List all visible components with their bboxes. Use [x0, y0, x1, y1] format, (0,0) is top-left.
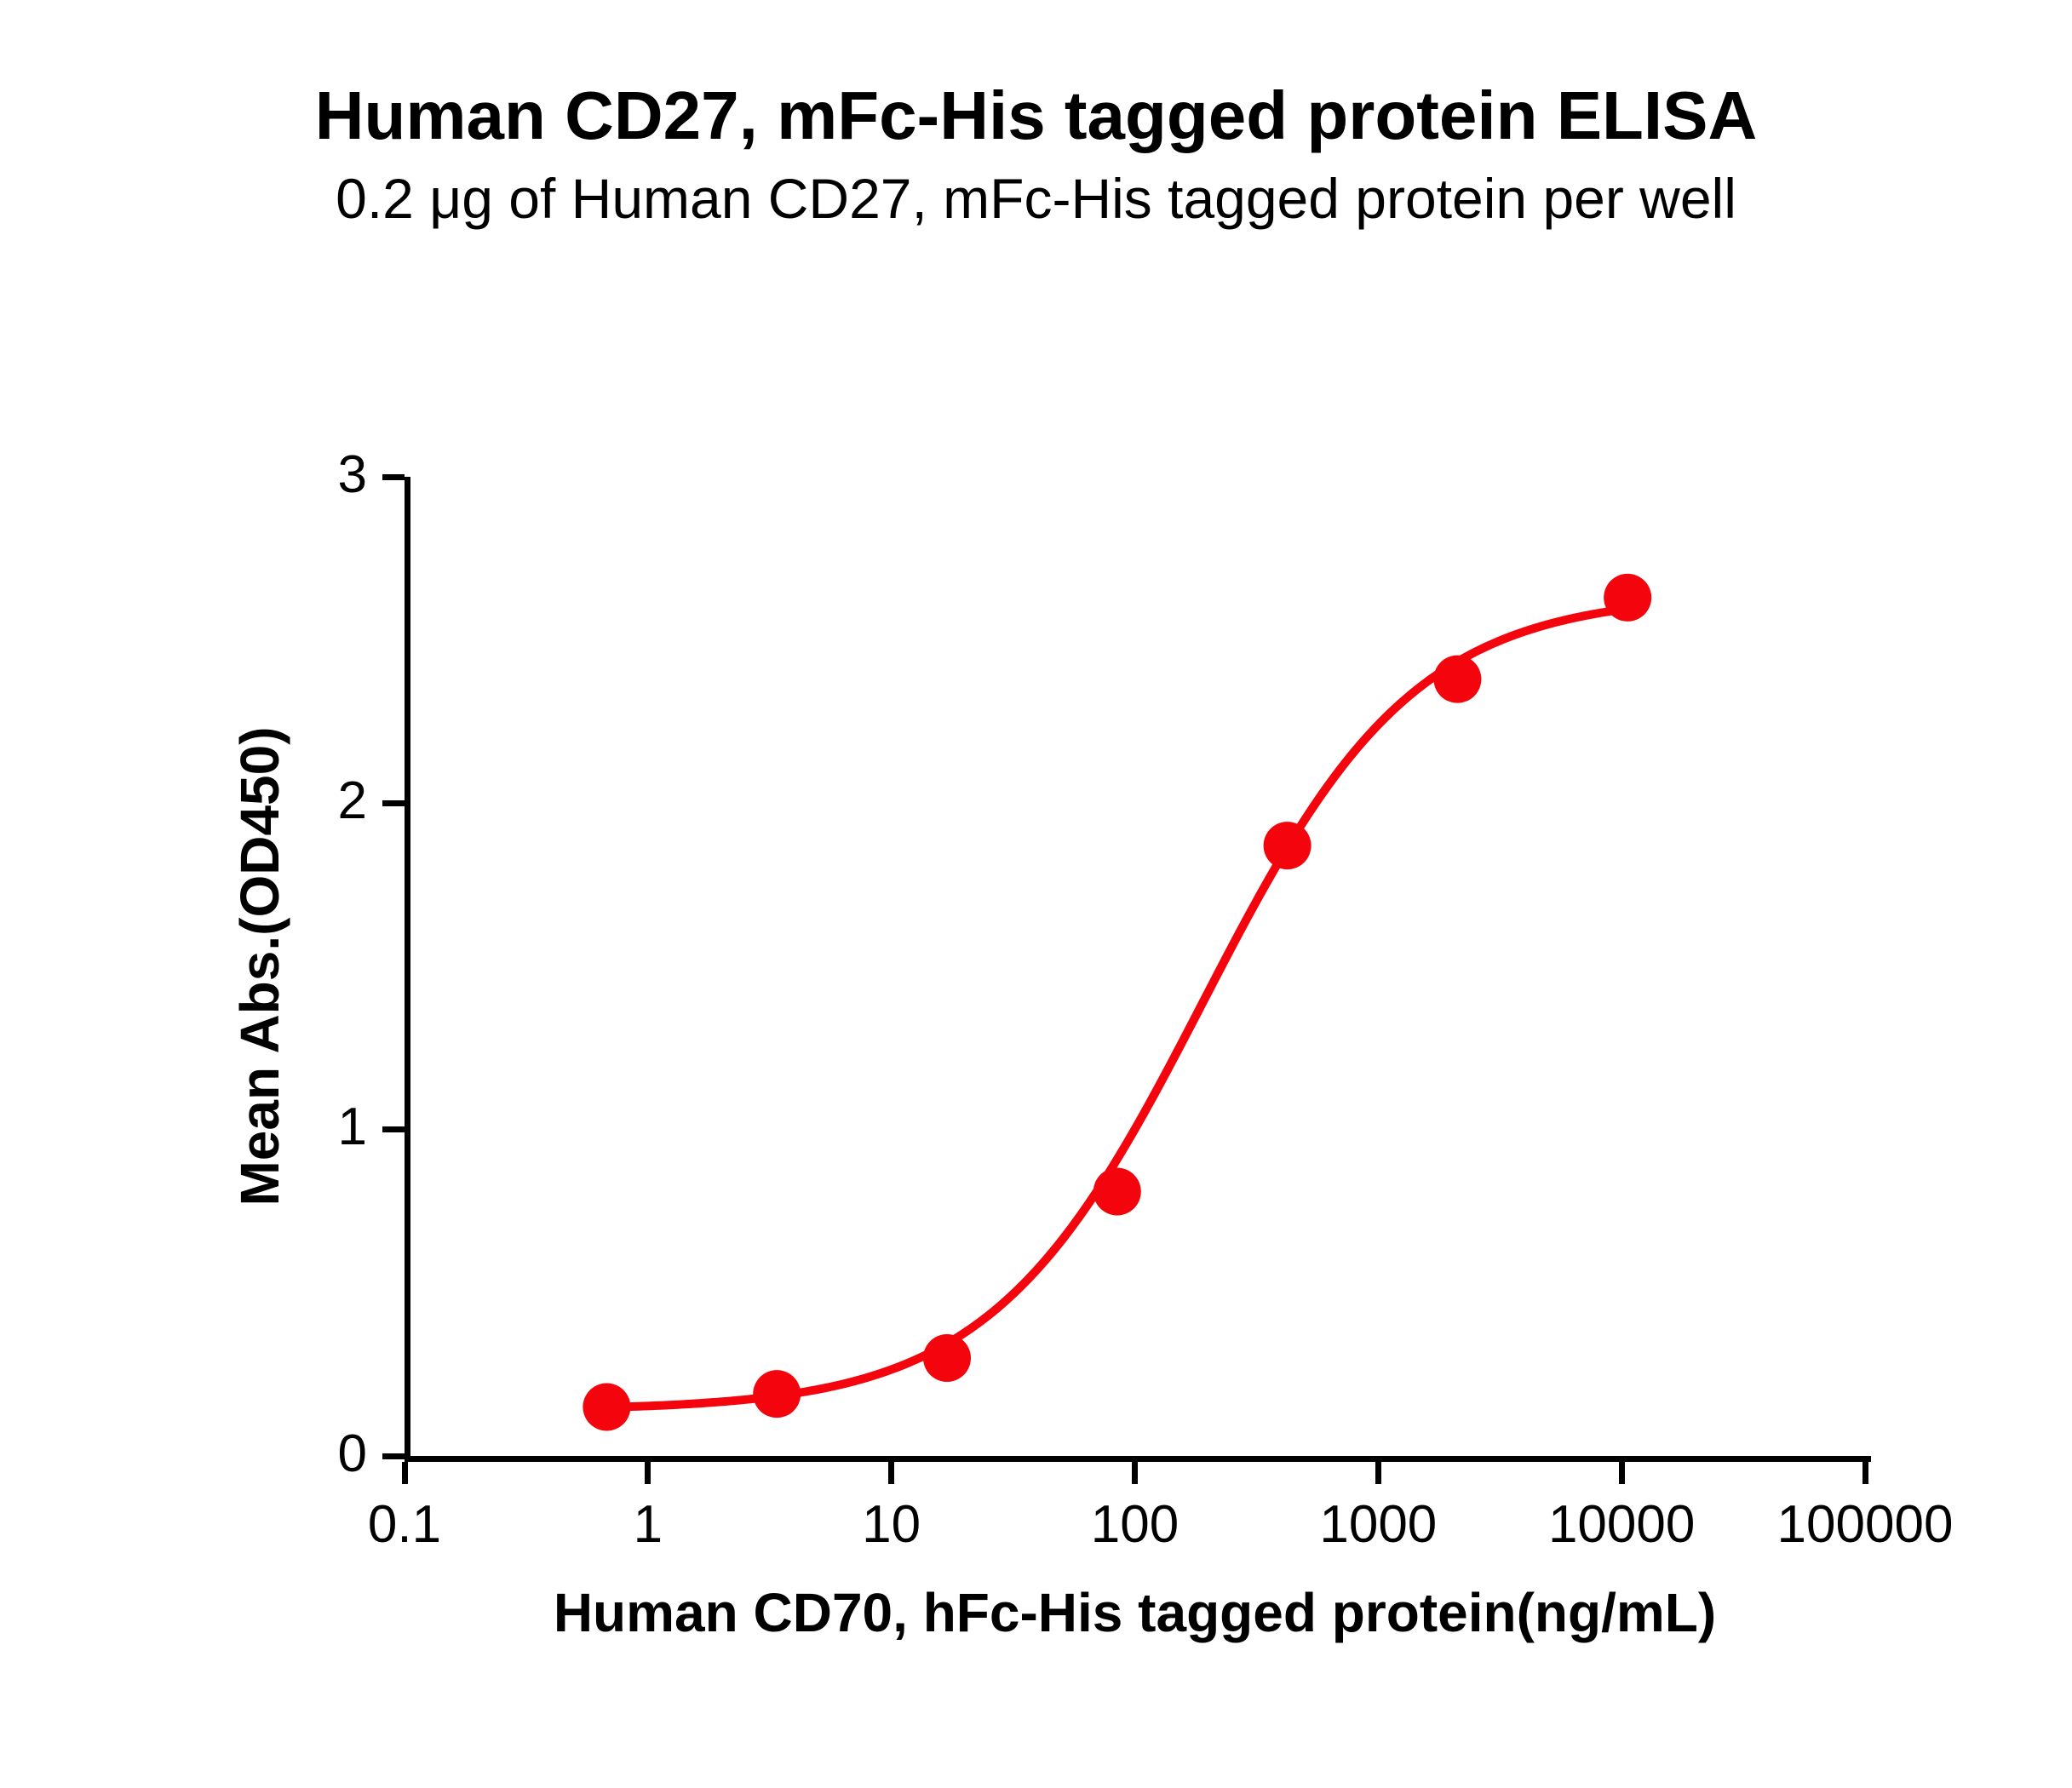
x-tick-label: 0.1: [368, 1494, 441, 1555]
data-point: [1264, 822, 1312, 869]
x-tick-label: 10: [862, 1494, 921, 1555]
x-tick-label: 1: [634, 1494, 663, 1555]
chart-title: Human CD27, mFc-His tagged protein ELISA: [0, 77, 2072, 155]
data-point: [923, 1334, 971, 1382]
data-point: [1433, 656, 1481, 703]
x-tick: [1375, 1462, 1381, 1484]
x-tick-label: 100: [1091, 1494, 1179, 1555]
x-tick: [402, 1462, 408, 1484]
x-tick: [645, 1462, 651, 1484]
chart-canvas: Human CD27, mFc-His tagged protein ELISA…: [0, 0, 2072, 1788]
x-tick: [888, 1462, 894, 1484]
x-tick-label: 1000: [1319, 1494, 1437, 1555]
y-tick: [382, 474, 405, 480]
x-tick-label: 100000: [1777, 1494, 1954, 1555]
y-tick: [382, 1126, 405, 1132]
chart-subtitle: 0.2 μg of Human CD27, mFc-His tagged pro…: [0, 166, 2072, 231]
x-tick-label: 10000: [1548, 1494, 1695, 1555]
x-tick: [1863, 1462, 1868, 1484]
y-tick: [382, 800, 405, 806]
x-tick: [1132, 1462, 1138, 1484]
data-point: [1604, 574, 1651, 622]
x-tick: [1619, 1462, 1625, 1484]
data-point: [753, 1370, 801, 1418]
y-tick-label: 2: [338, 771, 367, 831]
y-tick-label: 0: [338, 1424, 367, 1484]
fit-curve: [595, 608, 1633, 1407]
y-tick-label: 3: [338, 444, 367, 505]
y-tick: [382, 1453, 405, 1459]
x-axis-title: Human CD70, hFc-His tagged protein(ng/mL…: [405, 1581, 1865, 1644]
y-tick-label: 1: [338, 1097, 367, 1157]
data-point: [583, 1384, 630, 1431]
data-point: [1093, 1168, 1141, 1216]
chart-svg: [410, 477, 1871, 1456]
plot-area: [405, 477, 1871, 1462]
y-axis-title: Mean Abs.(OD450): [228, 726, 291, 1206]
